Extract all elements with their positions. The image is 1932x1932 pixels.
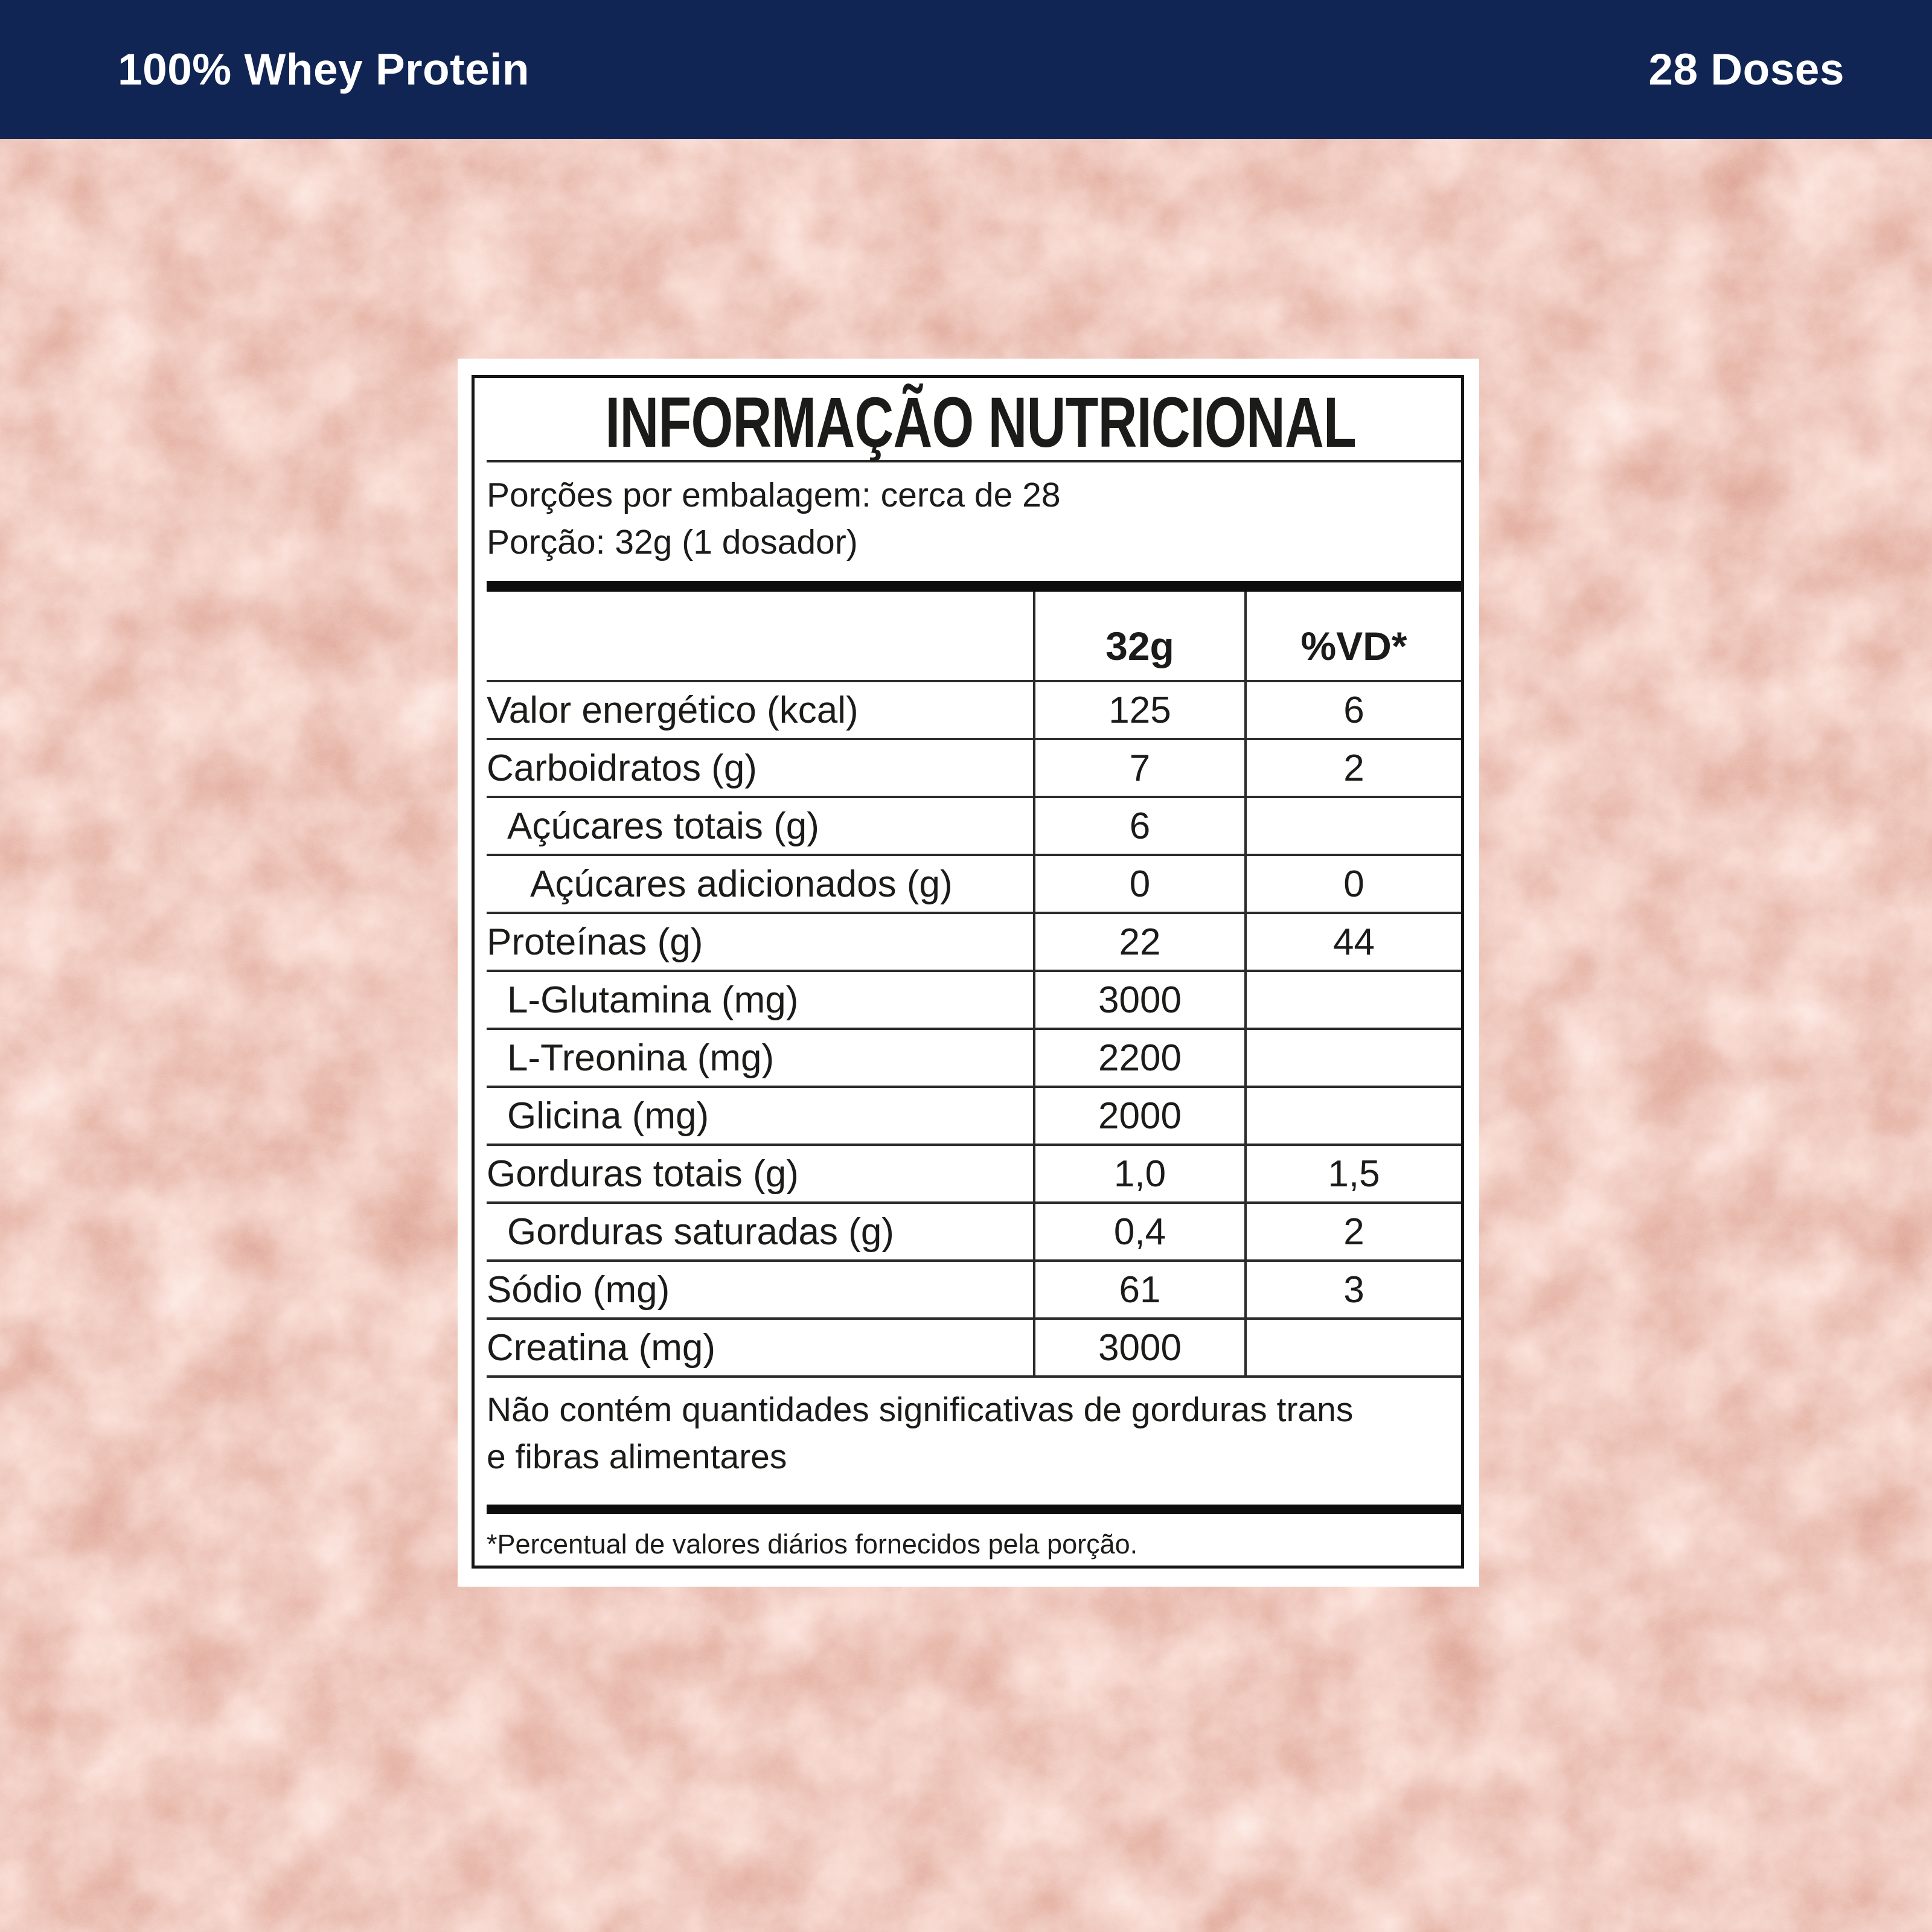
column-header-spacer	[487, 592, 1033, 680]
row-label: Sódio (mg)	[487, 1268, 670, 1311]
title-divider	[487, 460, 1461, 462]
row-amount: 0	[1033, 856, 1244, 912]
row-amount: 61	[1033, 1262, 1244, 1317]
row-amount: 0,4	[1033, 1204, 1244, 1259]
row-amount: 125	[1033, 682, 1244, 738]
daily-values-note: *Percentual de valores diários fornecido…	[487, 1529, 1138, 1559]
row-daily-value: 44	[1244, 914, 1461, 970]
portion-size: Porção: 32g (1 dosador)	[487, 523, 858, 561]
row-daily-value: 6	[1244, 682, 1461, 738]
row-label: Proteínas (g)	[487, 921, 703, 963]
row-label: Gorduras totais (g)	[487, 1153, 799, 1195]
table-row: L-Glutamina (mg) 3000	[487, 970, 1461, 1028]
section-divider-top	[487, 581, 1461, 592]
row-label: L-Glutamina (mg)	[507, 979, 799, 1021]
row-amount: 1,0	[1033, 1146, 1244, 1201]
row-amount: 3000	[1033, 1320, 1244, 1375]
row-daily-value	[1244, 1088, 1461, 1144]
row-daily-value: 3	[1244, 1262, 1461, 1317]
table-row: Açúcares adicionados (g) 0 0	[487, 854, 1461, 912]
table-row: Carboidratos (g) 7 2	[487, 738, 1461, 796]
row-label: Valor energético (kcal)	[487, 689, 859, 731]
row-amount: 3000	[1033, 972, 1244, 1028]
row-label: Açúcares totais (g)	[507, 805, 819, 847]
table-row: Gorduras saturadas (g) 0,4 2	[487, 1201, 1461, 1259]
table-row: L-Treonina (mg) 2200	[487, 1028, 1461, 1086]
table-row: Gorduras totais (g) 1,0 1,5	[487, 1144, 1461, 1201]
row-label: Carboidratos (g)	[487, 747, 757, 789]
panel-title-text: INFORMAÇÃO NUTRICIONAL	[605, 383, 1357, 462]
row-amount: 7	[1033, 740, 1244, 796]
row-amount: 6	[1033, 798, 1244, 854]
row-amount: 22	[1033, 914, 1244, 970]
row-label: Gorduras saturadas (g)	[507, 1211, 894, 1253]
doses-count: 28 Doses	[1648, 45, 1844, 94]
panel-title: INFORMAÇÃO NUTRICIONAL	[487, 386, 1461, 459]
row-daily-value: 1,5	[1244, 1146, 1461, 1201]
row-daily-value: 2	[1244, 1204, 1461, 1259]
table-row: Glicina (mg) 2000	[487, 1086, 1461, 1144]
row-daily-value	[1244, 972, 1461, 1028]
product-name: 100% Whey Protein	[118, 45, 529, 94]
row-label: Glicina (mg)	[507, 1095, 709, 1137]
column-header-dv: %VD*	[1244, 592, 1461, 680]
row-label: Creatina (mg)	[487, 1326, 715, 1369]
column-header-amount: 32g	[1033, 592, 1244, 680]
row-daily-value	[1244, 1030, 1461, 1086]
top-banner: 100% Whey Protein 28 Doses	[0, 0, 1932, 139]
row-daily-value: 0	[1244, 856, 1461, 912]
row-label: Açúcares adicionados (g)	[530, 863, 953, 905]
no-significant-amounts-note: Não contém quantidades significativas de…	[487, 1390, 1354, 1476]
row-label: L-Treonina (mg)	[507, 1037, 775, 1079]
table-row: Creatina (mg) 3000	[487, 1317, 1461, 1375]
row-amount: 2200	[1033, 1030, 1244, 1086]
table-row: Proteínas (g) 22 44	[487, 912, 1461, 970]
section-divider-bottom	[487, 1505, 1461, 1514]
row-daily-value	[1244, 1320, 1461, 1375]
row-amount: 2000	[1033, 1088, 1244, 1144]
table-row: Sódio (mg) 61 3	[487, 1259, 1461, 1317]
table-header-row: 32g %VD*	[487, 592, 1461, 680]
nutrition-facts-card: INFORMAÇÃO NUTRICIONAL Porções por embal…	[458, 359, 1479, 1587]
table-row: Açúcares totais (g) 6	[487, 796, 1461, 854]
row-daily-value: 2	[1244, 740, 1461, 796]
row-daily-value	[1244, 798, 1461, 854]
panel-border: INFORMAÇÃO NUTRICIONAL Porções por embal…	[472, 375, 1464, 1569]
servings-per-package: Porções por embalagem: cerca de 28	[487, 476, 1061, 514]
table-row: Valor energético (kcal) 125 6	[487, 680, 1461, 738]
nutrition-table: 32g %VD* Valor energético (kcal) 125 6 Carb…	[487, 592, 1461, 1378]
